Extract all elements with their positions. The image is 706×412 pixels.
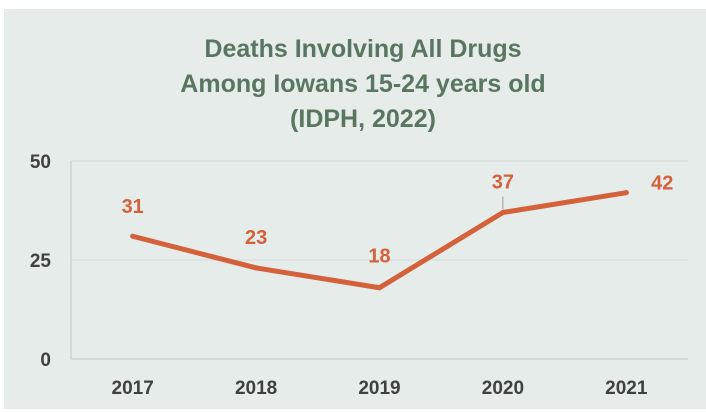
x-tick-label: 2017 [112, 378, 154, 399]
data-point [130, 233, 136, 239]
y-tick-label: 50 [30, 152, 51, 173]
x-tick-label: 2019 [358, 378, 400, 399]
data-label: 37 [492, 171, 514, 193]
series-lines [130, 190, 629, 291]
x-tick-label: 2020 [482, 378, 524, 399]
data-point [377, 285, 382, 291]
chart-frame: Deaths Involving All Drugs Among Iowans … [4, 9, 706, 409]
data-label: 23 [245, 227, 267, 249]
x-tick-label: 2021 [605, 378, 648, 399]
x-tick-labels: 2017 2018 2019 2020 2021 [112, 378, 648, 399]
data-labels: 31 23 18 37 42 [122, 171, 674, 267]
data-label: 18 [368, 246, 390, 268]
chart-title-line-2: Among Iowans 15-24 years old [180, 70, 545, 98]
line-chart: Deaths Involving All Drugs Among Iowans … [30, 35, 688, 399]
series-line [130, 190, 629, 291]
data-label: 31 [122, 196, 144, 218]
y-tick-label: 25 [30, 251, 52, 272]
data-point [623, 190, 629, 196]
y-tick-labels: 0 25 50 [30, 152, 52, 371]
chart-title-line-3: (IDPH, 2022) [290, 105, 436, 133]
data-point [253, 265, 259, 271]
x-tick-label: 2018 [235, 378, 277, 399]
data-point [500, 209, 506, 215]
chart-title-line-1: Deaths Involving All Drugs [204, 35, 521, 63]
data-points [130, 190, 629, 291]
gridlines [71, 160, 688, 261]
data-label: 42 [651, 173, 673, 195]
y-tick-label: 0 [40, 350, 51, 371]
